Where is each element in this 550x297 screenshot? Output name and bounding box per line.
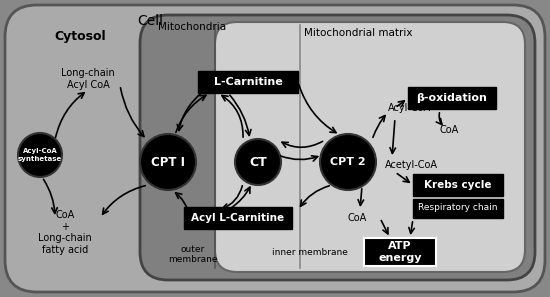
Text: Cell: Cell [137,14,163,28]
Text: CoA: CoA [348,213,367,223]
Text: Long-chain
Acyl CoA: Long-chain Acyl CoA [61,68,115,90]
Text: inner membrane: inner membrane [272,248,348,257]
Text: CPT I: CPT I [151,156,185,168]
Text: Acyl-CoA: Acyl-CoA [388,103,431,113]
Text: Acetyl-CoA: Acetyl-CoA [385,160,438,170]
Circle shape [18,133,62,177]
Circle shape [235,139,281,185]
Text: CoA
+
Long-chain
fatty acid: CoA + Long-chain fatty acid [38,210,92,255]
Text: Respiratory chain: Respiratory chain [418,203,498,212]
FancyBboxPatch shape [140,15,535,280]
Text: Krebs cycle: Krebs cycle [424,180,492,190]
Circle shape [140,134,196,190]
FancyBboxPatch shape [184,207,292,229]
Text: Mitochondrial matrix: Mitochondrial matrix [304,28,412,38]
Text: CT: CT [249,156,267,168]
Text: L-Carnitine: L-Carnitine [213,77,282,87]
Text: CPT 2: CPT 2 [330,157,366,167]
FancyBboxPatch shape [413,198,503,217]
Text: ATP
energy: ATP energy [378,241,422,263]
FancyBboxPatch shape [408,87,496,109]
Text: β-oxidation: β-oxidation [416,93,487,103]
Circle shape [320,134,376,190]
Text: Mitochondria: Mitochondria [158,22,226,32]
Text: outer
membrane: outer membrane [168,245,218,264]
FancyBboxPatch shape [5,5,545,292]
FancyBboxPatch shape [215,22,525,272]
Text: CoA: CoA [440,125,459,135]
FancyBboxPatch shape [198,71,298,93]
Text: Acyl L-Carnitine: Acyl L-Carnitine [191,213,284,223]
FancyBboxPatch shape [364,238,436,266]
Text: Cytosol: Cytosol [54,30,106,43]
FancyBboxPatch shape [413,174,503,196]
Text: Acyl-CoA
synthetase: Acyl-CoA synthetase [18,148,62,162]
